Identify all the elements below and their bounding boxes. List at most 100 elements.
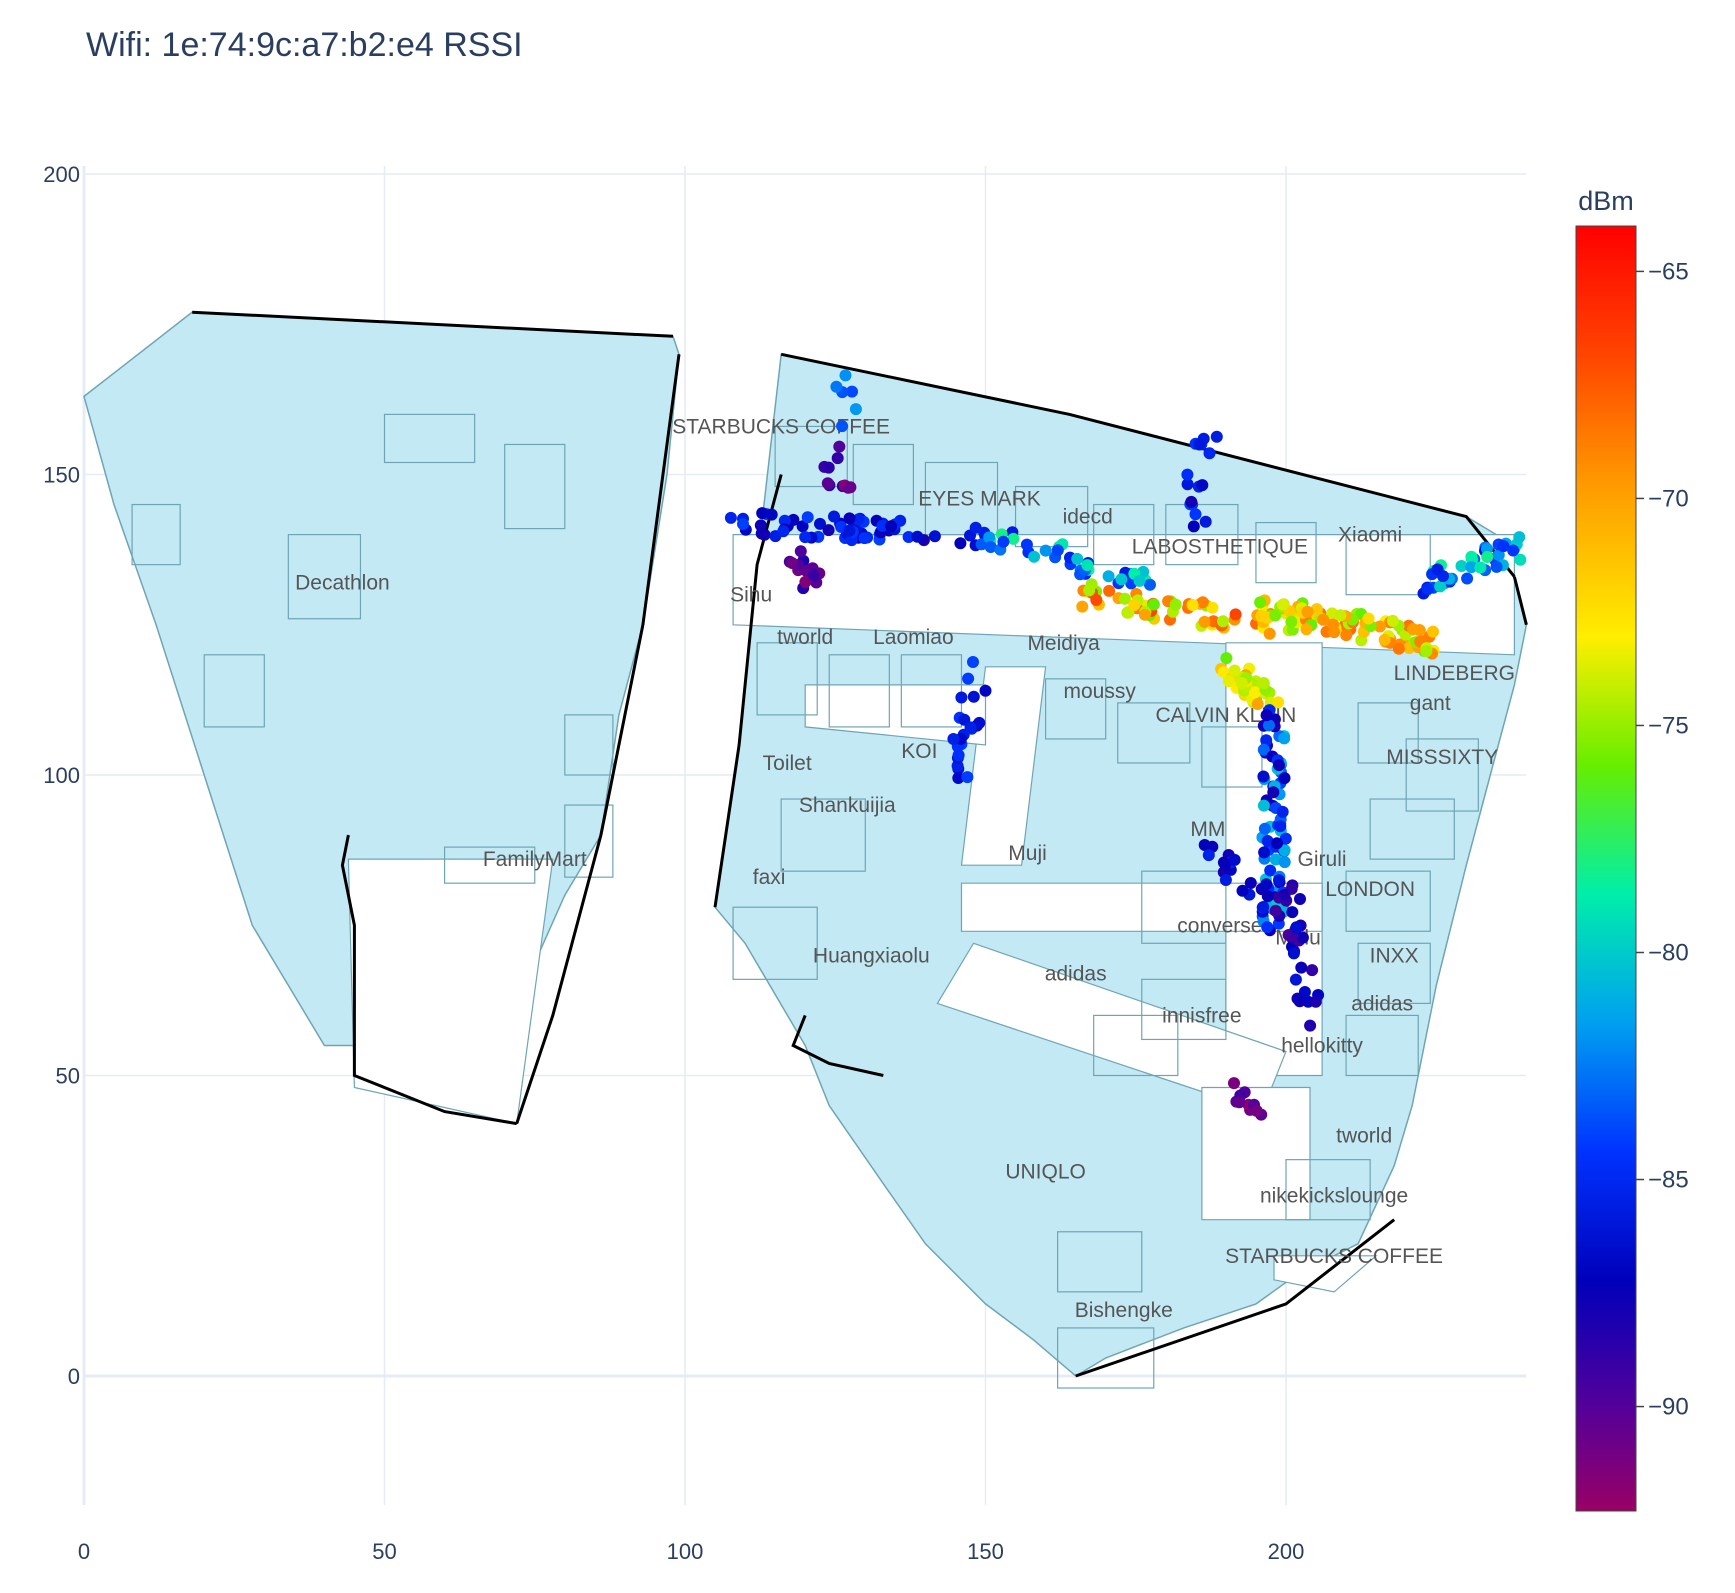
rssi-point xyxy=(997,535,1010,548)
store-partition xyxy=(1057,1231,1143,1293)
rssi-point xyxy=(1260,878,1273,891)
store-label: UNIQLO xyxy=(1005,1161,1086,1184)
rssi-point xyxy=(1187,520,1200,533)
rssi-point xyxy=(1278,856,1291,869)
store-label: innisfree xyxy=(1162,1004,1241,1027)
rssi-point xyxy=(1198,839,1211,851)
axes: 0 50 100 150 200 0 50 100 150 200 xyxy=(43,162,1304,1564)
rssi-point xyxy=(1269,904,1282,917)
right-building xyxy=(714,353,1528,1377)
store-partition xyxy=(1141,870,1227,944)
rssi-point xyxy=(1071,552,1084,565)
rssi-point xyxy=(1229,608,1242,621)
rssi-point xyxy=(928,530,941,543)
rssi-point xyxy=(849,403,862,416)
rssi-point xyxy=(1271,837,1283,850)
rssi-point xyxy=(1310,603,1323,616)
store-partition xyxy=(1093,503,1155,566)
rssi-point xyxy=(1254,596,1267,609)
rssi-point xyxy=(1378,633,1391,646)
store-partition xyxy=(383,413,476,464)
rssi-point xyxy=(1257,901,1270,913)
rssi-point xyxy=(1279,832,1292,845)
store-label: converse xyxy=(1177,914,1262,937)
colorbar-tick-label: −90 xyxy=(1648,1394,1689,1421)
rssi-point xyxy=(1217,856,1230,869)
y-tick-label: 150 xyxy=(43,463,80,488)
store-label: idecd xyxy=(1063,506,1113,529)
store-label: Muji xyxy=(1008,842,1047,865)
rssi-point xyxy=(975,538,988,551)
rssi-point xyxy=(799,531,812,544)
rssi-point xyxy=(955,691,968,704)
rssi-point xyxy=(1386,614,1399,627)
rssi-point xyxy=(1481,551,1494,563)
rssi-point xyxy=(1206,601,1219,614)
rssi-point xyxy=(1263,627,1276,640)
rssi-point xyxy=(801,511,814,524)
store-partition xyxy=(924,461,999,536)
store-partition xyxy=(1285,1159,1371,1221)
store-partition xyxy=(1345,1014,1419,1077)
rssi-point xyxy=(1309,995,1322,1008)
store-label: LINDEBERG xyxy=(1394,662,1515,685)
rssi-point xyxy=(1147,598,1160,611)
store-partition xyxy=(1255,521,1317,584)
rssi-point xyxy=(839,369,852,382)
building-outline xyxy=(1075,1218,1396,1378)
rssi-point xyxy=(1507,544,1520,557)
rssi-point xyxy=(1260,709,1273,722)
rssi-point xyxy=(833,440,846,453)
rssi-point xyxy=(1260,734,1273,747)
store-partition xyxy=(900,654,963,728)
rssi-point xyxy=(1257,770,1270,783)
rssi-point xyxy=(1434,580,1447,593)
rssi-point xyxy=(828,510,840,523)
rssi-point xyxy=(1497,540,1510,553)
rssi-point xyxy=(807,569,820,582)
store-label: adidas xyxy=(1351,992,1413,1015)
rssi-point xyxy=(952,772,965,784)
rssi-point xyxy=(821,477,834,490)
y-tick-label: 100 xyxy=(43,763,80,788)
building-outline xyxy=(791,1014,884,1077)
building-outline xyxy=(515,354,681,1125)
rssi-point xyxy=(1340,629,1353,642)
rssi-point xyxy=(814,517,826,530)
rssi-point xyxy=(1083,584,1096,597)
rssi-point xyxy=(1189,508,1202,521)
store-partition xyxy=(1357,702,1419,764)
rssi-point xyxy=(1300,623,1313,636)
rssi-point xyxy=(902,531,915,543)
chart-title: Wifi: 1e:74:9c:a7:b2:e4 RSSI xyxy=(86,26,523,64)
rssi-point xyxy=(954,537,967,550)
store-partition xyxy=(1165,503,1239,566)
rssi-point xyxy=(1210,430,1223,443)
rssi-point xyxy=(1128,599,1141,611)
rssi-point xyxy=(1081,559,1094,572)
rssi-point xyxy=(952,749,965,762)
rssi-point xyxy=(1304,1019,1317,1032)
rssi-point xyxy=(1278,732,1291,745)
rssi-point xyxy=(1250,1104,1263,1117)
rssi-point xyxy=(1007,532,1020,545)
rssi-point xyxy=(852,513,865,526)
rssi-point xyxy=(1285,615,1298,628)
store-partition xyxy=(1345,533,1431,596)
rssi-point xyxy=(843,512,856,525)
store-partition xyxy=(1044,678,1107,740)
rssi-point xyxy=(1334,609,1347,622)
rssi-point xyxy=(1269,609,1282,622)
store-label: Sihu xyxy=(730,584,772,607)
rssi-point xyxy=(1492,549,1505,561)
rssi-point xyxy=(1273,874,1285,887)
store-label: LABOSTHETIQUE xyxy=(1132,536,1308,559)
store-label: Bishengke xyxy=(1075,1299,1173,1322)
rssi-point xyxy=(1306,964,1319,977)
rssi-point xyxy=(1169,598,1182,611)
store-label: STARBUCKS COFFEE xyxy=(672,415,890,438)
rssi-point xyxy=(1427,625,1439,638)
rssi-point xyxy=(1317,613,1330,626)
rssi-point xyxy=(1490,560,1503,573)
rssi-point xyxy=(830,380,843,393)
